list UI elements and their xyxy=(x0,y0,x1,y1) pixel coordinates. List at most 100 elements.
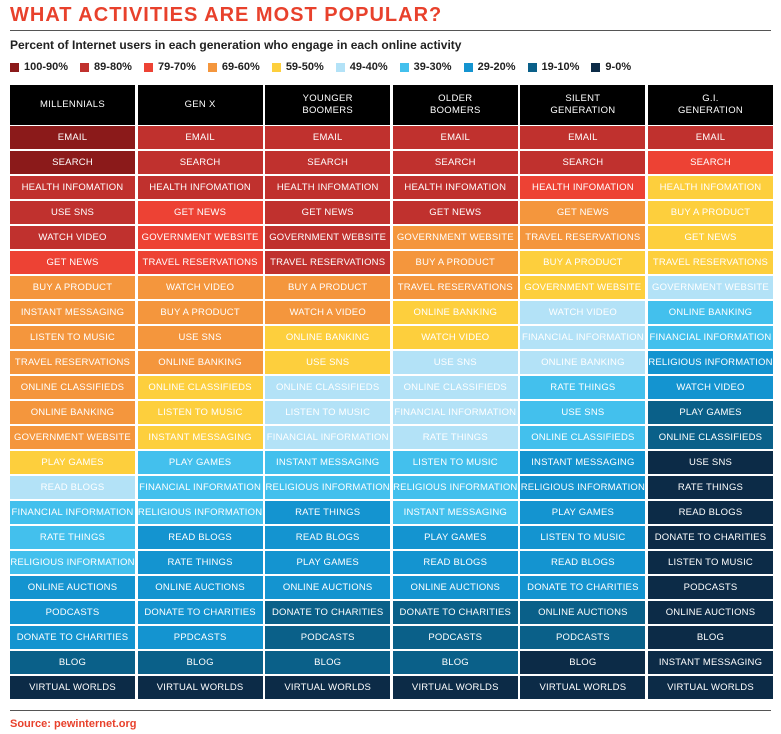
activity-cell: ONLINE BANKING xyxy=(10,401,135,424)
activity-cell: HEALTH INFOMATION xyxy=(137,176,263,199)
legend-swatch xyxy=(463,62,473,72)
activity-cell: GET NEWS xyxy=(648,226,773,249)
activity-cell: INSTANT MESSAGING xyxy=(10,301,135,324)
activity-cell: VIRTUAL WORLDS xyxy=(137,676,263,699)
activity-cell: ONLINE CLASSIFIEDS xyxy=(10,376,135,399)
activity-cell: ONLINE BANKING xyxy=(265,326,391,349)
activity-cell: RATE THINGS xyxy=(265,501,391,524)
activity-cell: READ BLOGS xyxy=(137,526,263,549)
activity-cell: WATCH VIDEO xyxy=(137,276,263,299)
activity-cell: GET NEWS xyxy=(392,201,518,224)
activity-cell: LISTEN TO MUSIC xyxy=(648,551,773,574)
activity-cell: SEARCH xyxy=(137,151,263,174)
activity-cell: EMAIL xyxy=(648,126,773,149)
activity-cell: GOVERNMENT WEBSITE xyxy=(137,226,263,249)
activity-cell: RATE THINGS xyxy=(10,526,135,549)
activity-cell: WATCH VIDEO xyxy=(648,376,773,399)
activity-cell: EMAIL xyxy=(137,126,263,149)
legend-item: 100-90% xyxy=(10,61,68,73)
activity-cell: BUY A PRODUCT xyxy=(648,201,773,224)
legend-item: 49-40% xyxy=(335,61,388,73)
activity-cell: EMAIL xyxy=(520,126,646,149)
activity-cell: PLAY GAMES xyxy=(520,501,646,524)
activity-cell: READ BLOGS xyxy=(392,551,518,574)
activity-cell: PLAY GAMES xyxy=(10,451,135,474)
legend-item: 79-70% xyxy=(143,61,196,73)
activity-cell: USE SNS xyxy=(10,201,135,224)
activity-cell: TRAVEL RESERVATIONS xyxy=(10,351,135,374)
activity-cell: DONATE TO CHARITIES xyxy=(10,626,135,649)
legend-swatch xyxy=(527,62,537,72)
legend-item: 19-10% xyxy=(527,61,579,73)
activity-cell: READ BLOGS xyxy=(10,476,135,499)
activity-cell: ONLINE BANKING xyxy=(137,351,263,374)
activity-cell: PODCASTS xyxy=(265,626,391,649)
activity-cell: EMAIL xyxy=(392,126,518,149)
legend-label: 79-70% xyxy=(157,61,196,73)
activity-cell: ONLINE BANKING xyxy=(392,301,518,324)
activity-cell: BLOG xyxy=(520,651,646,674)
footer-rule xyxy=(10,710,771,711)
legend-item: 39-30% xyxy=(399,61,452,73)
activity-cell: READ BLOGS xyxy=(648,501,773,524)
activity-cell: PPDCASTS xyxy=(137,626,263,649)
activity-cell: GOVERNMENT WEBSITE xyxy=(520,276,646,299)
activity-cell: HEALTH INFOMATION xyxy=(648,176,773,199)
activity-cell: VIRTUAL WORLDS xyxy=(265,676,391,699)
activity-cell: SEARCH xyxy=(10,151,135,174)
activity-cell: RELIGIOUS INFORMATION xyxy=(520,476,646,499)
legend-label: 89-80% xyxy=(94,61,132,73)
activity-cell: PLAY GAMES xyxy=(137,451,263,474)
activity-cell: ONLINE CLASSIFIEDS xyxy=(648,426,773,449)
activity-cell: PODCASTS xyxy=(392,626,518,649)
activity-cell: SEARCH xyxy=(520,151,646,174)
column-header: MILLENNIALS xyxy=(10,85,135,125)
activity-cell: WATCH VIDEO xyxy=(10,226,135,249)
activity-cell: READ BLOGS xyxy=(520,551,646,574)
activity-cell: INSTANT MESSAGING xyxy=(648,651,773,674)
activity-cell: LISTEN TO MUSIC xyxy=(10,326,135,349)
activity-cell: GET NEWS xyxy=(137,201,263,224)
legend-label: 39-30% xyxy=(413,61,452,73)
activity-cell: DONATE TO CHARITIES xyxy=(265,601,391,624)
column-header: OLDER BOOMERS xyxy=(392,85,518,125)
activity-cell: PODCASTS xyxy=(10,601,135,624)
column-header: YOUNGER BOOMERS xyxy=(265,85,391,125)
source-note: Source: pewinternet.org xyxy=(10,718,137,730)
column-header: G.I. GENERATION xyxy=(648,85,773,125)
legend-swatch xyxy=(80,62,90,72)
activity-cell: DONATE TO CHARITIES xyxy=(137,601,263,624)
legend-label: 59-50% xyxy=(285,61,324,73)
activity-cell: SEARCH xyxy=(265,151,391,174)
activity-cell: ONLINE AUCTIONS xyxy=(648,601,773,624)
activity-cell: BUY A PRODUCT xyxy=(265,276,391,299)
activity-cell: GET NEWS xyxy=(265,201,391,224)
activity-cell: HEALTH INFOMATION xyxy=(520,176,646,199)
activity-cell: INSTANT MESSAGING xyxy=(520,451,646,474)
activity-cell: LISTEN TO MUSIC xyxy=(392,451,518,474)
legend-label: 69-60% xyxy=(221,61,260,73)
activity-cell: VIRTUAL WORLDS xyxy=(648,676,773,699)
legend-swatch xyxy=(10,62,19,72)
activity-cell: TRAVEL RESERVATIONS xyxy=(520,226,646,249)
activity-cell: FINANCIAL INFORMATION xyxy=(520,326,646,349)
activity-cell: WATCH VIDEO xyxy=(392,326,518,349)
activity-cell: PODCASTS xyxy=(648,576,773,599)
legend-item: 69-60% xyxy=(207,61,260,73)
legend-label: 9-0% xyxy=(605,61,632,73)
activity-cell: PLAY GAMES xyxy=(648,401,773,424)
activity-cell: WATCH VIDEO xyxy=(520,301,646,324)
legend: 100-90% 89-80% 79-70% 69-60% 59-50% 49-40% 39-… xyxy=(10,59,643,75)
activity-cell: INSTANT MESSAGING xyxy=(392,501,518,524)
activity-cell: ONLINE BANKING xyxy=(520,351,646,374)
activity-cell: PLAY GAMES xyxy=(392,526,518,549)
activity-cell: DONATE TO CHARITIES xyxy=(648,526,773,549)
activity-cell: VIRTUAL WORLDS xyxy=(10,676,135,699)
legend-label: 49-40% xyxy=(349,61,388,73)
activity-cell: BUY A PRODUCT xyxy=(520,251,646,274)
chart-subtitle: Percent of Internet users in each genera… xyxy=(10,38,462,52)
activity-cell: RELIGIOUS INFORMATION xyxy=(265,476,391,499)
activity-cell: HEALTH INFOMATION xyxy=(265,176,391,199)
activity-cell: WATCH A VIDEO xyxy=(265,301,391,324)
title-rule xyxy=(10,30,771,31)
